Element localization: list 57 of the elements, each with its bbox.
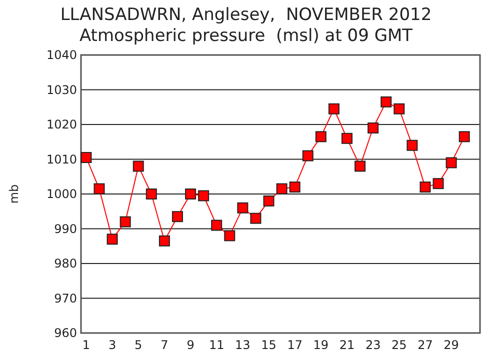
point — [106, 234, 118, 245]
y-tick-label: 970 — [54, 291, 77, 306]
y-tick-label: 960 — [54, 326, 77, 340]
x-tick-label: 7 — [160, 338, 168, 352]
x-tick-label: 13 — [235, 338, 250, 352]
point — [289, 182, 300, 193]
x-tick-label: 3 — [108, 338, 116, 352]
point — [132, 160, 144, 172]
y-tick-label: 1000 — [46, 187, 77, 202]
point — [146, 188, 157, 200]
point — [342, 132, 352, 144]
y-tick-label: 1040 — [46, 48, 77, 62]
chart-subtitle: Atmospheric pressure (msl) at 09 GMT — [79, 26, 414, 46]
point — [328, 103, 340, 114]
point — [315, 131, 326, 142]
x-tick-label: 19 — [313, 338, 329, 352]
point — [94, 183, 105, 194]
x-tick-label: 21 — [339, 338, 355, 352]
y-tick-label: 980 — [54, 256, 77, 271]
y-tick-label: 1020 — [46, 118, 77, 132]
x-tick-label: 29 — [444, 338, 459, 352]
point — [302, 150, 314, 162]
y-tick-label: 1010 — [46, 152, 77, 166]
point — [432, 178, 444, 190]
point — [185, 188, 196, 200]
x-tick-label: 15 — [261, 338, 276, 352]
x-tick-label: 11 — [208, 338, 224, 352]
point — [368, 122, 379, 134]
x-tick-label: 5 — [134, 338, 142, 352]
point — [211, 220, 222, 231]
point — [420, 182, 431, 193]
x-tick-label: 27 — [418, 338, 433, 352]
point — [394, 103, 405, 114]
point — [250, 212, 262, 224]
point — [120, 216, 131, 228]
point — [263, 195, 274, 206]
point — [80, 152, 92, 164]
y-tick-label: 1030 — [46, 82, 77, 97]
point — [237, 202, 248, 214]
x-tick-label: 17 — [287, 338, 302, 352]
x-tick-label: 1 — [82, 338, 90, 352]
point — [406, 140, 418, 151]
x-tick-label: 9 — [186, 338, 194, 352]
x-tick-label: 23 — [365, 338, 381, 352]
point — [458, 131, 470, 142]
y-tick-label: 990 — [54, 222, 77, 236]
point — [446, 157, 457, 168]
point — [276, 183, 288, 194]
point — [224, 230, 236, 242]
point — [380, 96, 392, 108]
x-tick-label: 25 — [392, 338, 407, 352]
chart-title: LLANSADWRN, Anglesey, NOVEMBER 2012 — [60, 5, 432, 25]
point — [158, 235, 170, 246]
y-axis-title: mb — [7, 184, 21, 204]
point — [354, 160, 366, 172]
point — [172, 211, 183, 222]
point — [198, 190, 210, 202]
